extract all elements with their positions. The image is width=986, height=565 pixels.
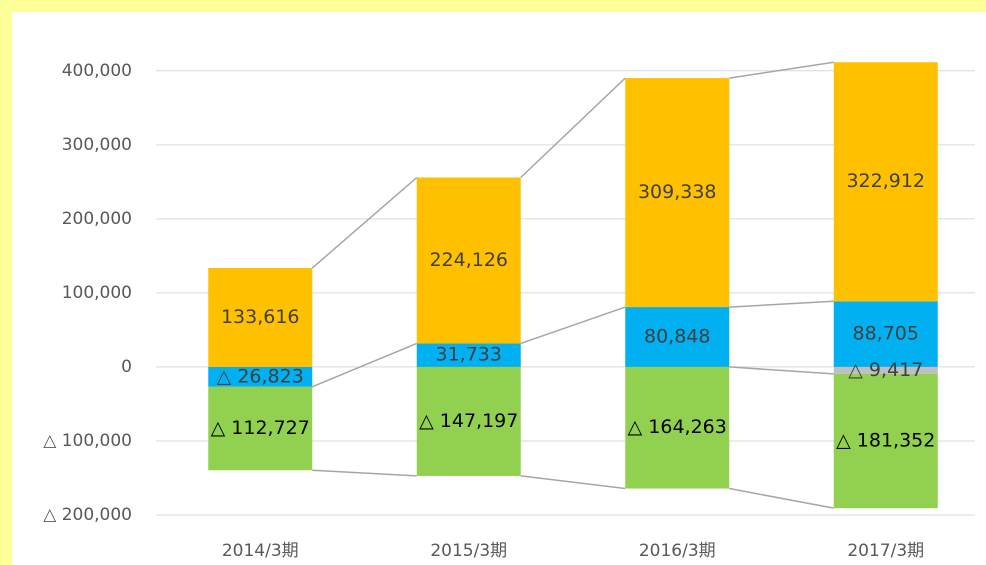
- y-tick-label: 200,000: [62, 209, 132, 229]
- x-tick-label: 2014/3期: [222, 541, 299, 561]
- data-label: 133,616: [221, 306, 300, 328]
- connector-line: [729, 300, 834, 308]
- connector-line: [729, 61, 834, 79]
- y-tick-label: 100,000: [62, 283, 132, 303]
- data-label: 309,338: [638, 181, 717, 203]
- bar-segment: [833, 373, 938, 509]
- x-tick-label: 2015/3期: [430, 541, 507, 561]
- connector-line: [520, 77, 626, 179]
- bar-segment: [625, 78, 730, 308]
- y-tick-label: 300,000: [62, 135, 132, 155]
- data-label: △ 9,417: [848, 359, 923, 381]
- bar-segment: [416, 366, 521, 476]
- bar-segment: [625, 307, 730, 367]
- bar-segment: [208, 366, 313, 387]
- y-tick-label: 400,000: [62, 61, 132, 81]
- side-strip: [0, 0, 12, 565]
- y-tick-label: △ 200,000: [43, 505, 132, 525]
- data-label: 88,705: [853, 323, 919, 345]
- bar-segment: [833, 301, 938, 367]
- bar-segment: [416, 177, 521, 344]
- data-label: △ 112,727: [211, 417, 310, 439]
- data-label: △ 181,352: [836, 430, 935, 452]
- data-label: 80,848: [644, 326, 710, 348]
- connector-line: [729, 366, 834, 375]
- bar-segment: [416, 343, 521, 367]
- header-strip: [0, 0, 986, 12]
- connector-line: [729, 487, 834, 509]
- data-label: 31,733: [436, 344, 502, 366]
- connector-line: [520, 475, 626, 490]
- bar-segment: [625, 366, 730, 489]
- y-tick-label: 0: [121, 357, 132, 377]
- connector-line: [311, 176, 418, 269]
- connector-line: [311, 342, 418, 388]
- connector-line: [312, 469, 417, 477]
- data-label: 322,912: [846, 170, 925, 192]
- x-tick-label: 2016/3期: [639, 541, 716, 561]
- bar-segment: [833, 62, 938, 302]
- connector-line: [520, 306, 626, 345]
- y-tick-label: △ 100,000: [43, 431, 132, 451]
- bar-segment: [208, 268, 313, 367]
- x-tick-label: 2017/3期: [847, 541, 924, 561]
- data-label: △ 147,197: [419, 410, 518, 432]
- bar-segment: [208, 386, 313, 471]
- bar-segment: [833, 366, 938, 374]
- data-label: 224,126: [429, 249, 508, 271]
- data-label: △ 26,823: [217, 365, 304, 387]
- data-label: △ 164,263: [628, 416, 727, 438]
